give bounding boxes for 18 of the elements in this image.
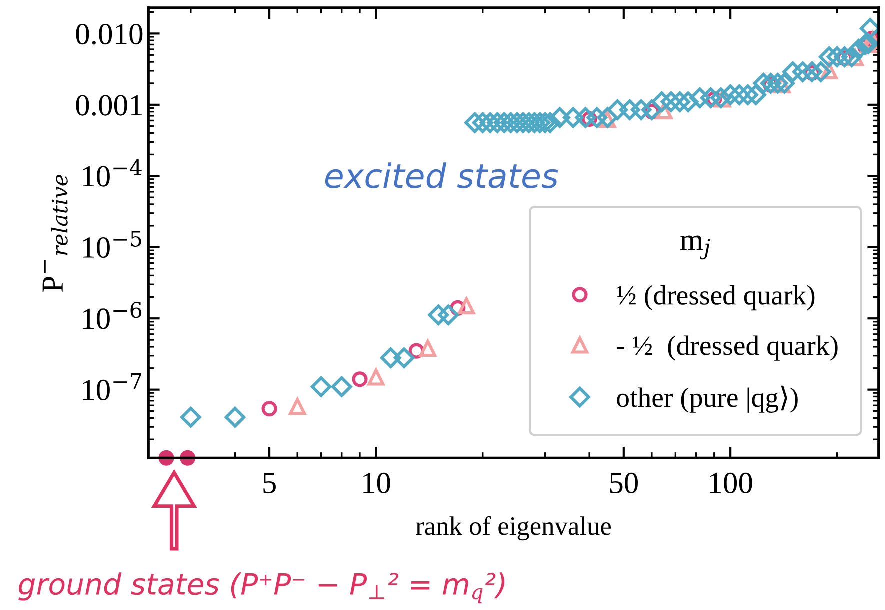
x-tick-label: 50 [610, 472, 638, 494]
x-tick-label: 10 [364, 472, 390, 494]
legend-label: - ½ (dressed quark) [617, 336, 838, 361]
y-tick-label: 0.010 [76, 24, 143, 45]
y-tick-label: 10$^{−4}$ [83, 160, 142, 187]
x-tick-label: 5 [264, 473, 276, 494]
y-tick-label: 10$^{−6}$ [83, 302, 142, 330]
y-axis-title: P$^{−}$$_{relative}$ [42, 174, 68, 292]
legend-title: m$_{j}$ [680, 236, 710, 260]
x-axis-title: rank of eigenvalue [416, 516, 612, 541]
annotation: excited states [325, 162, 558, 188]
x-tick-label: 100 [710, 472, 752, 494]
y-tick-label: 10$^{−7}$ [83, 374, 142, 401]
y-tick-label: 10$^{−5}$ [83, 231, 142, 258]
text: ground states (P⁺P⁻ − P$_{⊥}$² = m$_{q}$²) [18, 572, 505, 604]
y-tick-label: 0.001 [76, 95, 142, 116]
legend-label: ½ (dressed quark) [617, 285, 815, 311]
legend-label: other (pure |qg⟩) [617, 386, 798, 413]
